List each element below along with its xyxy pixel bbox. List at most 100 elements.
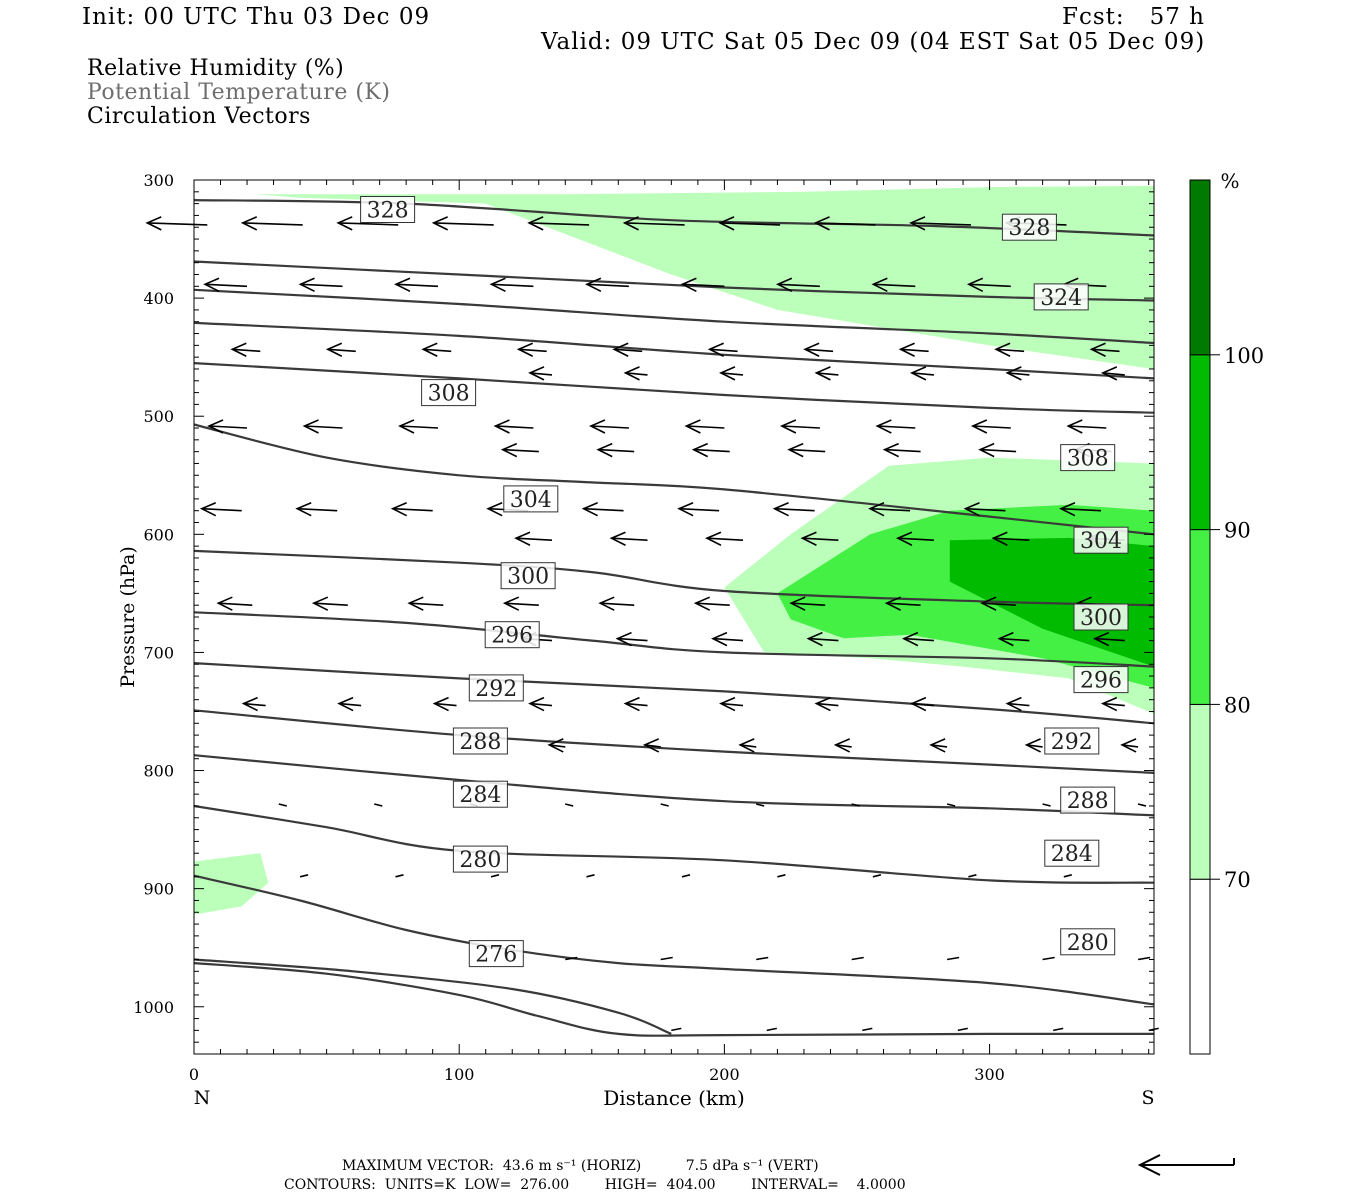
circulation-vector bbox=[980, 448, 1017, 453]
circulation-vector-head bbox=[738, 738, 755, 753]
circulation-vector-head bbox=[623, 366, 640, 381]
circulation-vector bbox=[565, 956, 578, 961]
circulation-vector-head bbox=[240, 216, 258, 231]
circulation-vector-head bbox=[145, 216, 162, 231]
circulation-vector bbox=[671, 1027, 682, 1032]
circulation-vector bbox=[968, 283, 1011, 288]
y-tick-label: 600 bbox=[143, 525, 174, 544]
circulation-vector bbox=[774, 507, 815, 512]
circulation-vector bbox=[586, 283, 629, 288]
isentrope-288 bbox=[193, 754, 1155, 817]
circulation-vector bbox=[374, 803, 383, 807]
circulation-vector bbox=[884, 448, 921, 453]
circulation-vector-head bbox=[598, 596, 615, 611]
circulation-vector bbox=[781, 425, 820, 429]
x-tick-label: 0 bbox=[189, 1065, 199, 1084]
x-end-label-north: N bbox=[194, 1087, 211, 1109]
y-axis-title: Pressure (hPa) bbox=[117, 546, 139, 688]
circulation-vector-head bbox=[1024, 738, 1041, 753]
circulation-vector-head bbox=[719, 696, 736, 712]
contour-label: 292 bbox=[475, 677, 517, 702]
contours-note: CONTOURS: UNITS=K LOW= 276.00 HIGH= 404.… bbox=[284, 1177, 906, 1193]
circulation-vector-head bbox=[719, 366, 736, 381]
circulation-vector-head bbox=[642, 738, 660, 753]
contour-label: 328 bbox=[1008, 216, 1050, 241]
circulation-vector bbox=[756, 956, 769, 961]
isentrope-324 bbox=[193, 260, 1155, 302]
circulation-vector-head bbox=[1100, 696, 1118, 712]
circulation-vector bbox=[300, 283, 343, 288]
contour-label-box bbox=[1001, 213, 1057, 241]
isentrope-312 bbox=[193, 362, 1155, 414]
circulation-vector bbox=[968, 874, 977, 878]
circulation-vector-head bbox=[882, 442, 899, 458]
circulation-vector bbox=[886, 602, 921, 606]
y-tick-label: 400 bbox=[143, 289, 174, 308]
y-tick-label: 300 bbox=[143, 171, 174, 190]
y-tick-label: 500 bbox=[143, 407, 174, 426]
circulation-vector-head bbox=[800, 531, 817, 546]
contour-label: 328 bbox=[367, 199, 409, 224]
circulation-vector bbox=[433, 222, 494, 226]
circulation-vector bbox=[549, 744, 566, 748]
contour-label: 304 bbox=[510, 488, 552, 513]
contour-label-box bbox=[1033, 283, 1089, 311]
circulation-vector bbox=[903, 637, 934, 642]
circulation-vector bbox=[777, 283, 820, 288]
circulation-vector bbox=[816, 372, 839, 376]
circulation-vector-head bbox=[493, 419, 510, 434]
x-axis-title: Distance (km) bbox=[603, 1086, 745, 1110]
contour-label: 284 bbox=[459, 783, 501, 808]
contour-label: 300 bbox=[1080, 606, 1122, 631]
contour-label-box bbox=[1073, 666, 1129, 694]
circulation-vector-head bbox=[398, 419, 415, 434]
colorbar-segment bbox=[1189, 529, 1211, 705]
circulation-vector-head bbox=[585, 277, 602, 293]
isentrope-320 bbox=[193, 288, 1155, 345]
circulation-vector bbox=[399, 425, 439, 429]
contour-label-box bbox=[468, 674, 524, 702]
circulation-vector bbox=[611, 537, 648, 541]
circulation-vector-head bbox=[898, 342, 915, 357]
circulation-vector bbox=[682, 283, 725, 288]
x-tick-label: 100 bbox=[444, 1065, 475, 1084]
circulation-vector bbox=[327, 348, 356, 353]
circulation-vector-head bbox=[589, 419, 606, 434]
circulation-vector bbox=[644, 744, 661, 748]
circulation-vector-head bbox=[775, 277, 793, 293]
circulation-vector bbox=[660, 803, 669, 807]
circulation-vector-head bbox=[814, 366, 831, 381]
circulation-vector-head bbox=[241, 696, 258, 712]
circulation-vector-head bbox=[813, 216, 830, 231]
circulation-vector-head bbox=[486, 501, 503, 517]
colorbar-label: 70 bbox=[1224, 868, 1251, 892]
contour-label: 288 bbox=[1067, 789, 1109, 814]
circulation-vector bbox=[1007, 372, 1030, 376]
circulation-vector-head bbox=[1059, 501, 1076, 517]
circulation-vector-head bbox=[207, 419, 224, 434]
reference-vector-arrow bbox=[1137, 1154, 1235, 1176]
circulation-vector bbox=[900, 348, 929, 353]
circulation-vector-head bbox=[295, 501, 312, 517]
colorbar-unit: % bbox=[1220, 169, 1239, 193]
circulation-vector-head bbox=[1092, 631, 1110, 647]
circulation-vector-head bbox=[431, 216, 449, 231]
contour-label-box bbox=[452, 845, 508, 873]
legend-circulation-vectors: Circulation Vectors bbox=[87, 104, 311, 129]
circulation-vector-head bbox=[868, 501, 885, 517]
circulation-vector-head bbox=[875, 419, 892, 434]
contour-label: 300 bbox=[507, 565, 549, 590]
contour-label-box bbox=[1044, 839, 1100, 867]
colorbar-segment bbox=[1189, 179, 1211, 356]
circulation-vector-head bbox=[581, 501, 598, 517]
circulation-vector-head bbox=[980, 596, 997, 611]
circulation-vector bbox=[201, 507, 242, 512]
circulation-vector bbox=[851, 956, 864, 961]
circulation-vector bbox=[681, 874, 691, 878]
contour-label: 296 bbox=[491, 624, 533, 649]
forecast-hour-label: Fcst: 57 h bbox=[1062, 4, 1205, 30]
isentrope-304 bbox=[193, 549, 1155, 607]
circulation-vector bbox=[872, 874, 882, 878]
circulation-vector bbox=[204, 283, 248, 288]
circulation-vector-head bbox=[814, 696, 831, 712]
